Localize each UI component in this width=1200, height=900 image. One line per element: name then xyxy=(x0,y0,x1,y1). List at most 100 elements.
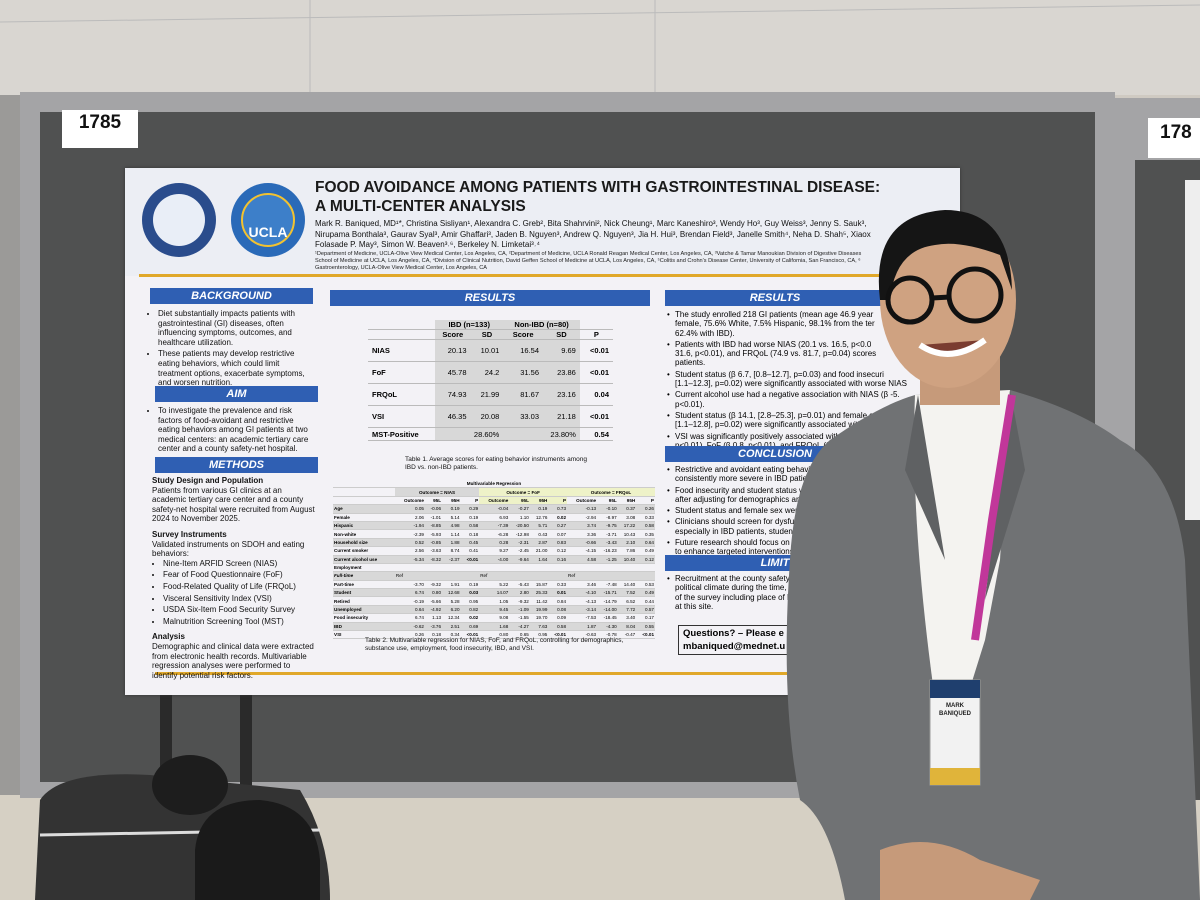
table-cell: <0.01 xyxy=(636,630,655,640)
table-cell xyxy=(368,329,436,340)
subheading: Survey Instruments xyxy=(152,529,227,539)
bullet-dot: • xyxy=(667,506,670,516)
badge-text: BANIQUED xyxy=(938,711,971,717)
table-cell: 0.29 xyxy=(460,504,480,514)
table-cell: 23.16 xyxy=(543,383,580,406)
table-cell: 2.87 xyxy=(529,538,549,548)
table-row: NIAS 20.13 10.01 16.54 9.69 <0.01 xyxy=(368,339,613,362)
bullet: • Student status (β 14.1, [2.8–25.3], p=0… xyxy=(667,411,907,430)
table-cell: 0.33 xyxy=(636,513,655,522)
bullet-dot: • xyxy=(667,431,670,441)
text-line: Student status (β 14.1, [2.8–25.3], p=0.… xyxy=(675,410,898,420)
table-cell: 81.67 xyxy=(503,383,544,406)
bullet: To investigate the prevalence and risk f… xyxy=(158,406,312,454)
table-cell: -3.70 xyxy=(394,580,425,590)
helmet xyxy=(152,755,228,815)
paragraph: Demographic and clinical data were extra… xyxy=(152,641,314,680)
table-row: Employment xyxy=(333,563,655,573)
table-row: MST-Positive 28.60% 23.80% 0.54 xyxy=(368,427,613,441)
bullet: These patients may develop restrictive e… xyxy=(158,349,312,387)
table-cell: 0.37 xyxy=(617,504,637,514)
table-cell: 2.80 xyxy=(509,588,530,598)
wall-seam xyxy=(0,4,1200,23)
table-cell: 6.74 xyxy=(394,588,425,598)
table-row: Food insecurity 6.74 1.13 12.34 0.02 9.08 -1.5… xyxy=(333,613,655,623)
table-cell: 2.51 xyxy=(442,622,461,632)
text-line: Food insecurity and student status were xyxy=(675,485,817,495)
table-cell: 20.08 xyxy=(470,405,504,428)
table-cell: -0.78 xyxy=(597,630,618,640)
row-label: Age xyxy=(333,504,395,514)
table-cell: 9.69 xyxy=(543,339,580,362)
table-cell: 0.49 xyxy=(636,546,655,556)
row-label: FRQoL xyxy=(368,383,436,406)
column-header: P xyxy=(579,329,613,340)
table-cell: -9.64 xyxy=(509,555,530,564)
table-cell: -4.30 xyxy=(597,622,618,632)
bullet-list: Nine-Item ARFID Screen (NIAS)Fear of Foo… xyxy=(152,559,317,627)
table-cell: 0.58 xyxy=(548,622,568,632)
table-cell: 12.34 xyxy=(442,613,461,623)
table-cell: 6.93 xyxy=(479,513,510,522)
table-cell: 16.54 xyxy=(503,339,544,362)
table-cell: -0.63 xyxy=(567,630,598,640)
table-cell: -1.01 xyxy=(424,513,443,522)
bullet: • Restrictive and avoidant eating behavio… xyxy=(667,465,821,484)
table-cell: 0.44 xyxy=(636,596,655,606)
table-row: VSI 0.26 0.18 0.34 <0.01 0.80 0.65 0.95 <0.01 -0.… xyxy=(333,630,655,640)
table-cell: 1.14 xyxy=(442,529,461,539)
table-cell: 0.83 xyxy=(548,538,568,548)
table-cell: -9.32 xyxy=(424,580,443,590)
table-cell: 0.34 xyxy=(442,630,461,640)
cap xyxy=(195,800,320,900)
table-cell: -0.10 xyxy=(597,504,618,514)
table-cell xyxy=(333,487,395,497)
board-number-card xyxy=(62,110,138,148)
column-header: 95H xyxy=(617,496,637,506)
row-label: Non-white xyxy=(333,529,395,539)
table-cell: -3.71 xyxy=(597,529,618,539)
divider xyxy=(139,274,949,277)
table-cell: 19.70 xyxy=(529,613,549,623)
table-cell: <0.01 xyxy=(460,630,480,640)
bullet: • Clinicians should screen for dysfunctic… xyxy=(667,517,821,536)
text-line: Student status and female sex were as xyxy=(675,506,813,516)
section-heading: RESULTS xyxy=(665,290,885,306)
table-row: Retired -0.19 -5.66 5.28 0.95 1.05 -9.32 11.42 0… xyxy=(333,596,655,606)
text-line: at this site. xyxy=(675,601,714,611)
shirt xyxy=(914,390,1010,720)
text-line: Student status (β 6.7, [0.8–12.7], p=0.0… xyxy=(675,369,884,379)
table-cell: 0.53 xyxy=(636,580,655,590)
badge-band xyxy=(930,680,980,698)
seal-logo-inner xyxy=(153,194,205,246)
table-cell: 21.00 xyxy=(529,546,549,556)
text-line: [1.1–12.8], p=0.02) were significantly a… xyxy=(675,420,904,430)
table-cell: 21.18 xyxy=(543,405,580,428)
table-row: Age 0.05 -0.06 0.19 0.29 -0.04 -0.27 0.19 0.73 -0… xyxy=(333,504,655,514)
text-line: consistently more severe in IBD patients… xyxy=(675,474,820,484)
table-cell: -18.45 xyxy=(597,613,618,623)
table-cell: -1.25 xyxy=(597,555,618,564)
affiliations: ¹Department of Medicine, UCLA-Olive View… xyxy=(315,251,861,272)
contact-line: mbaniqued@mednet.u xyxy=(683,641,786,652)
author-line: Nirupama Bonthala³, Gaurav Syal³, Amir G… xyxy=(315,229,871,239)
table-cell: 1.05 xyxy=(479,596,510,606)
column-header: 95L xyxy=(424,496,443,506)
table-cell: -5.43 xyxy=(509,580,530,590)
bag-pole xyxy=(240,690,252,790)
poster-title: FOOD AVOIDANCE AMONG PATIENTS WITH GASTR… xyxy=(315,178,880,216)
table-cell: 17.22 xyxy=(617,521,637,531)
board-number: 178 xyxy=(1160,122,1192,143)
column-group: Outcome = FRQoL xyxy=(567,487,655,497)
text-line: patients. xyxy=(675,358,706,368)
board-number-card xyxy=(1148,118,1200,158)
row-label: Unemployed xyxy=(333,605,395,615)
table-cell: -1.94 xyxy=(394,521,425,531)
bullet-list: Diet substantially impacts patients with… xyxy=(147,309,312,388)
hair xyxy=(878,210,1012,300)
text-line: [1.1–12.3], p=0.02) were significantly a… xyxy=(675,379,907,389)
table-cell: 5.22 xyxy=(479,580,510,590)
text-line: female, 75.6% White, 7.5% Hispanic, 98.1… xyxy=(675,319,875,329)
table-row: Unemployed 0.64 -4.92 6.20 0.82 9.45 -1.09 19.9… xyxy=(333,605,655,615)
table-cell: 9.45 xyxy=(479,605,510,615)
